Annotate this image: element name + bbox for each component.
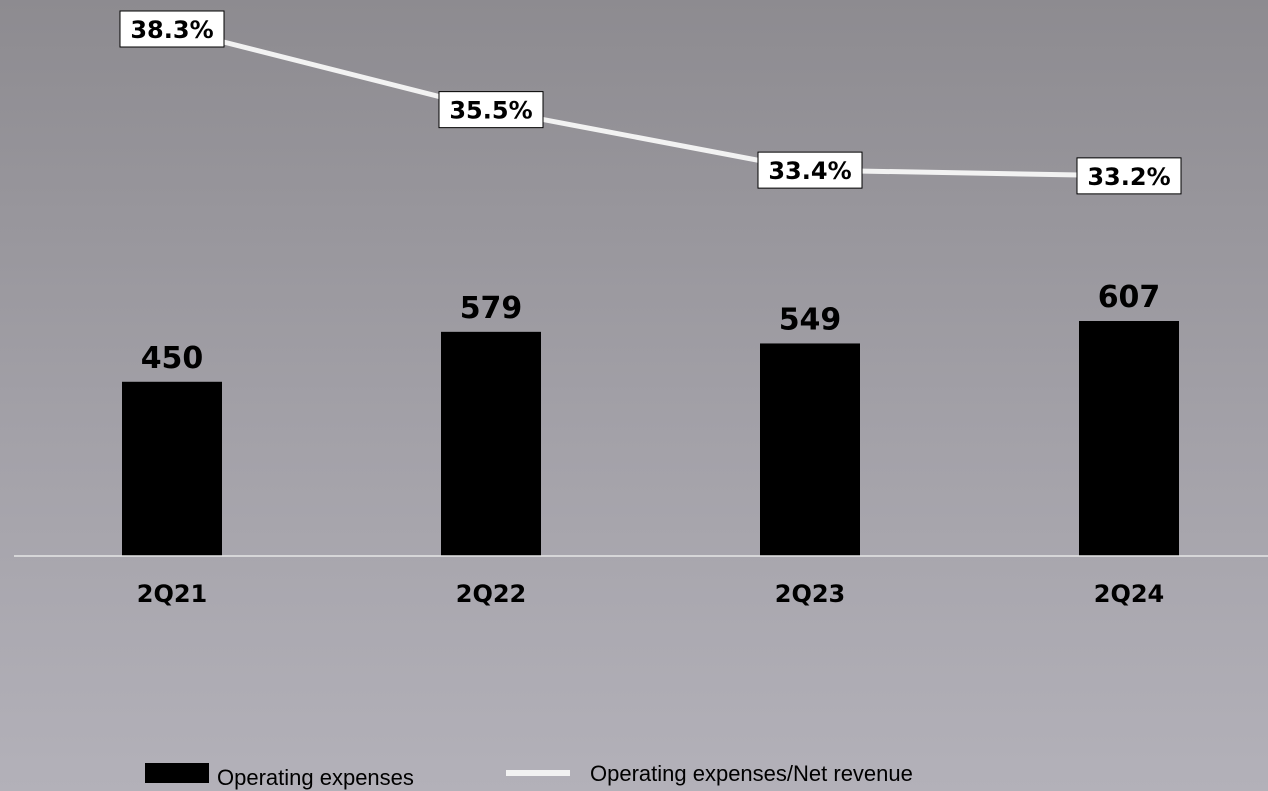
ratio-point-2q23: 33.4%: [757, 151, 863, 189]
bar-value-label-2q24: 607: [1098, 280, 1161, 315]
x-tick-label-2q22: 2Q22: [456, 580, 527, 608]
bar-value-label-2q21: 450: [141, 341, 204, 376]
ratio-line-layer: [171, 26, 1130, 179]
legend-item-ratio: Operating expenses/Net revenue: [506, 761, 913, 786]
legend-label-ratio: Operating expenses/Net revenue: [590, 761, 913, 786]
bar-value-labels: 450 579 549 607: [141, 280, 1161, 376]
legend-swatch-operating-expenses: [145, 763, 209, 783]
bars-layer: [122, 321, 1179, 556]
bar-2q24: [1079, 321, 1179, 556]
ratio-point-2q24: 33.2%: [1076, 157, 1182, 195]
legend-item-operating-expenses: Operating expenses: [145, 763, 414, 790]
ratio-value-label-2q21: 38.3%: [130, 16, 213, 44]
legend-label-operating-expenses: Operating expenses: [217, 765, 414, 790]
bar-2q22: [441, 331, 541, 556]
ratio-value-label-2q24: 33.2%: [1087, 163, 1170, 191]
ratio-value-labels: 38.3% 35.5% 33.4% 33.2%: [119, 10, 1182, 195]
x-tick-label-2q23: 2Q23: [775, 580, 846, 608]
bar-2q21: [122, 381, 222, 556]
ratio-point-2q22: 35.5%: [438, 91, 544, 129]
ratio-label-box-2q22: [438, 91, 544, 129]
x-tick-label-2q21: 2Q21: [137, 580, 208, 608]
ratio-point-2q21: 38.3%: [119, 10, 225, 48]
ratio-label-box-2q21: [119, 10, 225, 48]
ratio-label-box-2q24: [1076, 157, 1182, 195]
ratio-value-label-2q22: 35.5%: [449, 97, 532, 125]
x-tick-label-2q24: 2Q24: [1094, 580, 1165, 608]
legend: Operating expenses Operating expenses/Ne…: [145, 761, 913, 790]
bar-value-label-2q23: 549: [779, 302, 842, 337]
bar-2q23: [760, 343, 860, 556]
ratio-line: [171, 26, 1130, 179]
bar-value-label-2q22: 579: [460, 291, 523, 326]
ratio-value-label-2q23: 33.4%: [768, 157, 851, 185]
ratio-label-box-2q23: [757, 151, 863, 189]
x-tick-labels: 2Q21 2Q22 2Q23 2Q24: [137, 580, 1165, 608]
